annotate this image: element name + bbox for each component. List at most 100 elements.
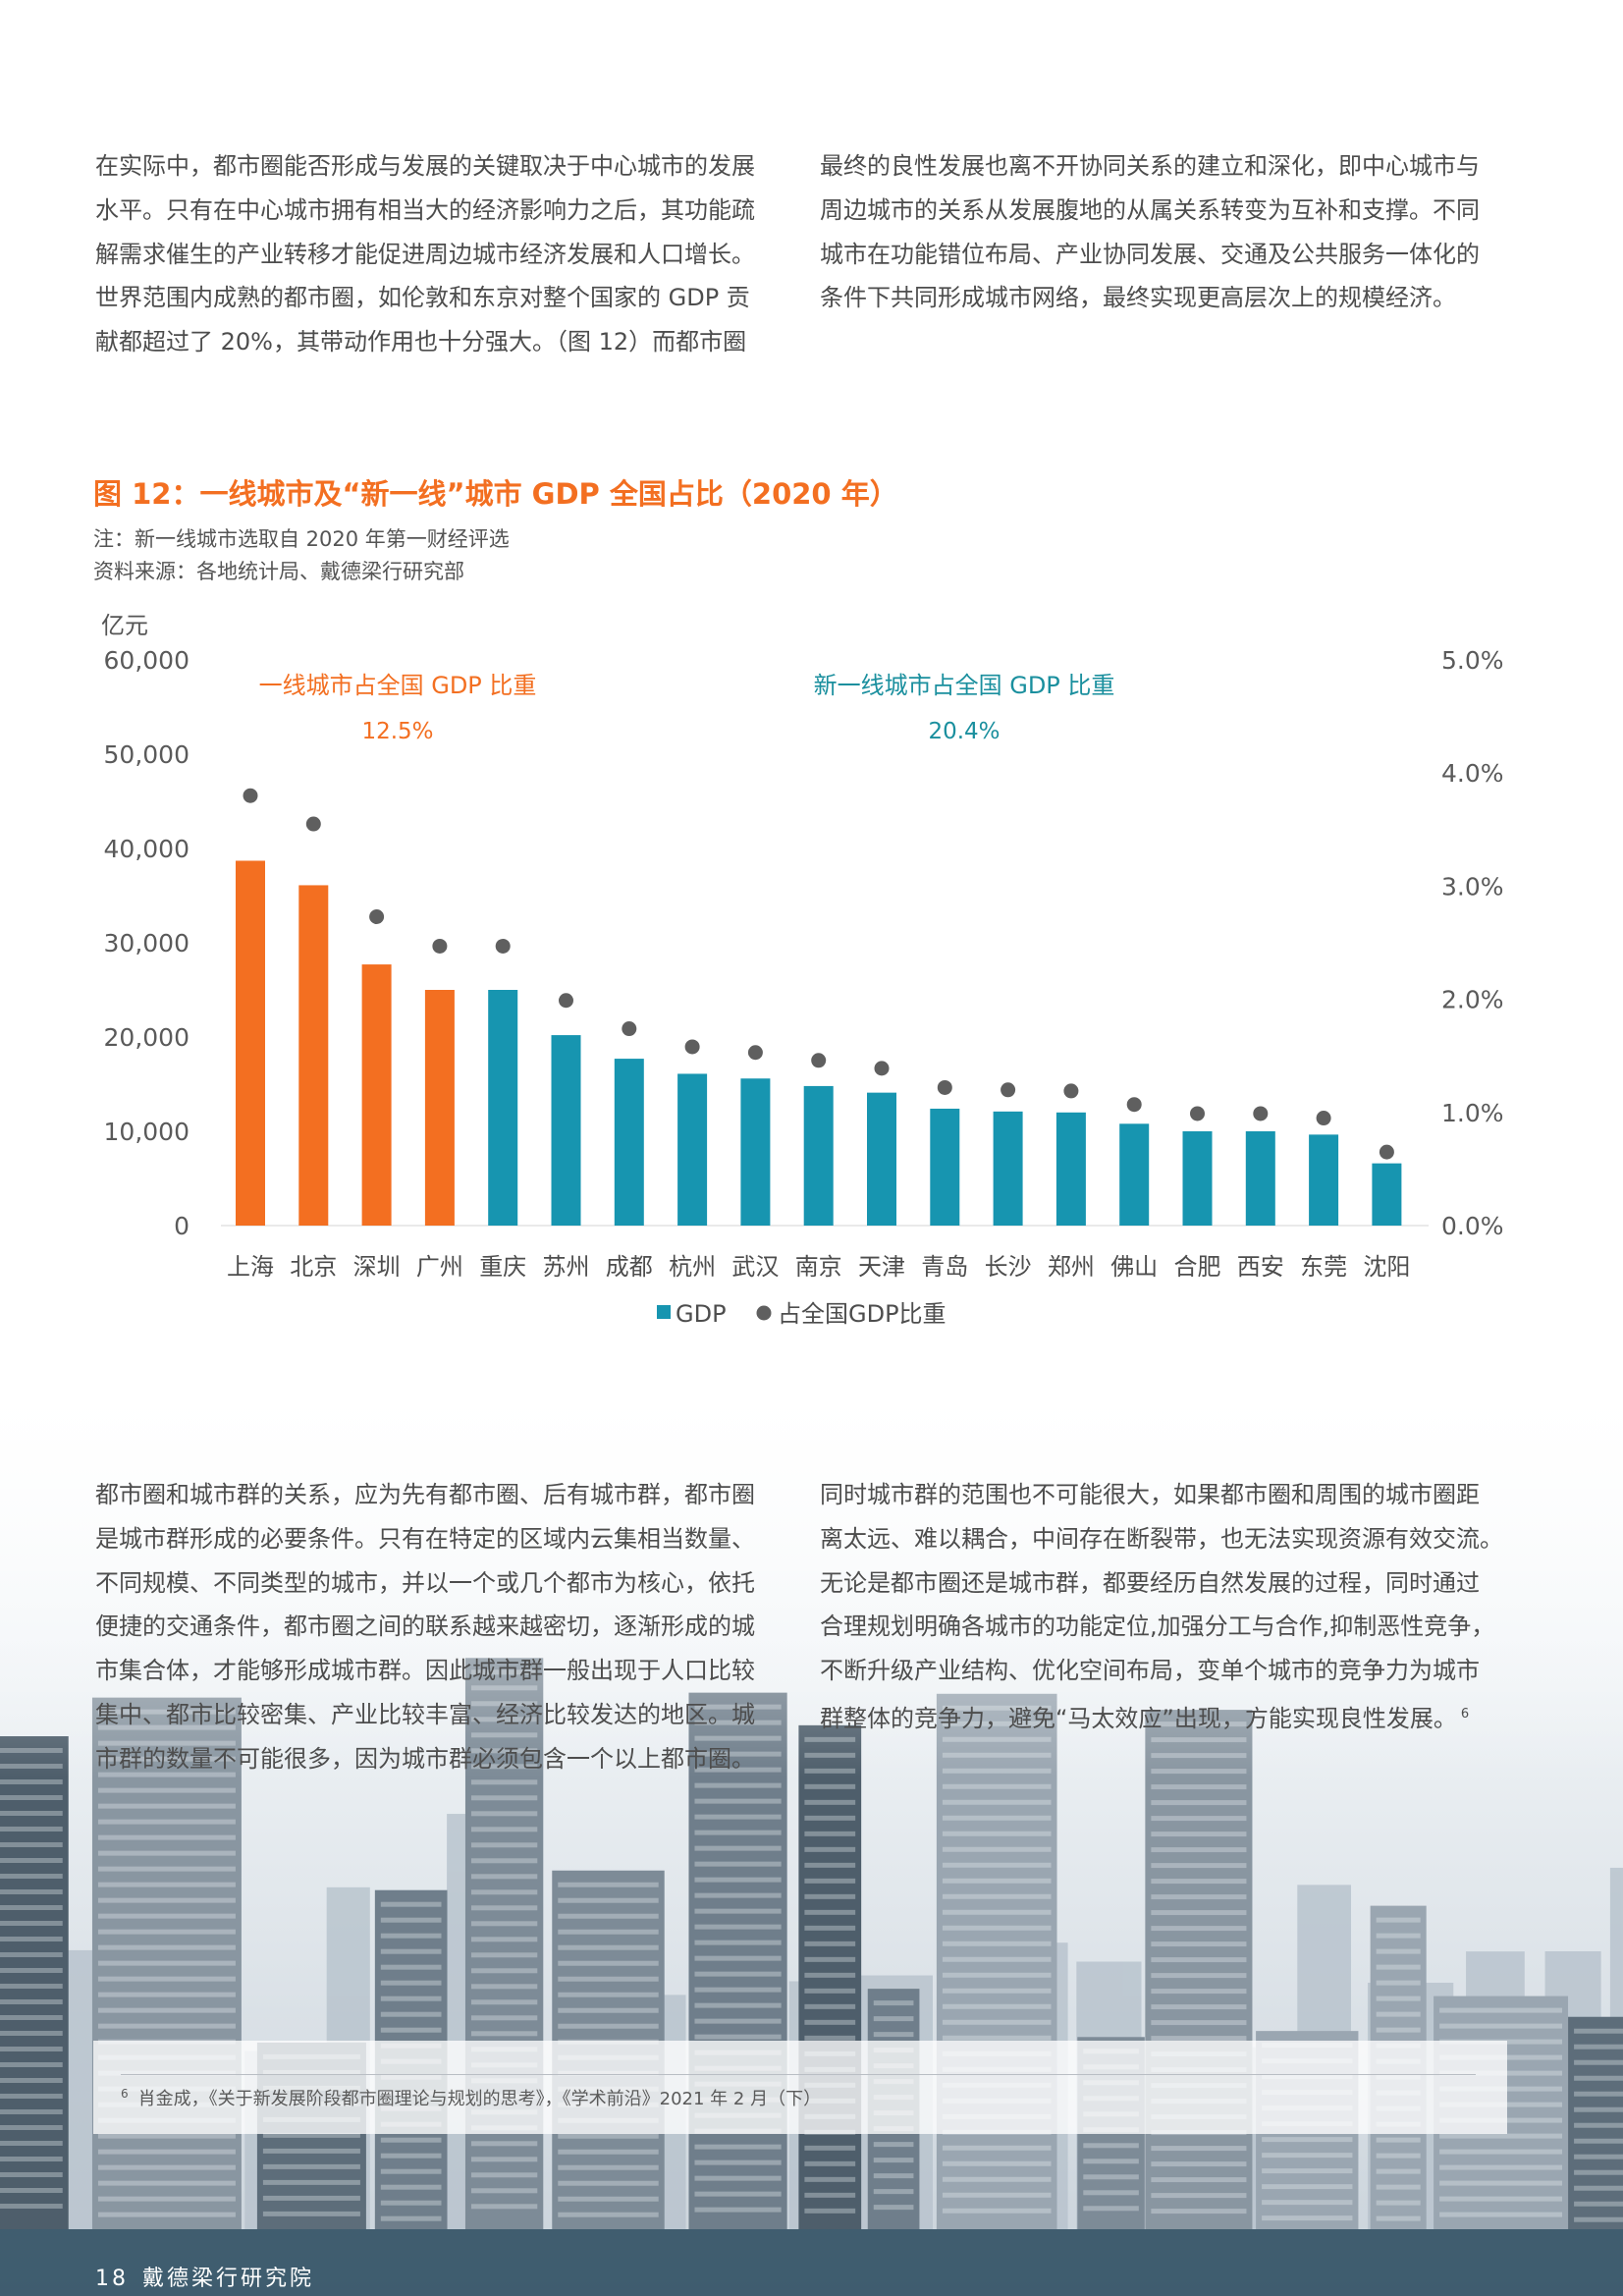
paragraph-line: 市群的数量不可能很多，因为城市群必须包含一个以上都市圈。 <box>95 1744 755 1773</box>
y-axis-tick-label: 60,000 <box>104 646 189 675</box>
paragraph-line: 离太远、难以耦合，中间存在断裂带，也无法实现资源有效交流。 <box>820 1524 1503 1553</box>
annotation-label: 一线城市占全国 GDP 比重 <box>259 672 537 699</box>
paragraph-line: 无论是都市圈还是城市群，都要经历自然发展的过程，同时通过 <box>820 1568 1480 1597</box>
footnote-text: 肖金成，《关于新发展阶段都市圈理论与规划的思考》，《学术前沿》2021 年 2 … <box>137 2089 822 2109</box>
legend-label-share: 占全国GDP比重 <box>778 1300 947 1328</box>
gdp-bar <box>1245 1131 1275 1226</box>
gdp-bar <box>361 964 392 1226</box>
paragraph-line: 同时城市群的范围也不可能很大，如果都市圈和周围的城市圈距 <box>820 1481 1480 1508</box>
gdp-share-point <box>1316 1111 1331 1126</box>
x-axis-category-label: 长沙 <box>985 1253 1032 1281</box>
gdp-share-point <box>1001 1082 1016 1098</box>
gdp-bar <box>867 1092 896 1226</box>
annotation-value: 12.5% <box>361 719 433 744</box>
gdp-share-point <box>811 1053 827 1068</box>
gdp-share-point <box>1126 1097 1142 1113</box>
x-axis-category-label: 成都 <box>606 1253 653 1281</box>
legend-swatch-share <box>756 1305 772 1321</box>
x-axis-category-label: 沈阳 <box>1363 1253 1410 1281</box>
gdp-share-point <box>1063 1083 1079 1099</box>
x-axis-category-label: 深圳 <box>353 1253 401 1281</box>
legend-label-gdp: GDP <box>676 1300 727 1328</box>
gdp-bar <box>551 1035 581 1226</box>
x-axis-category-label: 武汉 <box>731 1253 779 1281</box>
paragraph-line: 是城市群形成的必要条件。只有在特定的区域内云集相当数量、 <box>95 1524 755 1553</box>
y-axis-tick-label: 20,000 <box>104 1023 189 1052</box>
gdp-bar <box>993 1111 1023 1226</box>
gdp-bar <box>1182 1131 1213 1226</box>
paragraph-line: 市集合体，才能够形成城市群。因此城市群一般出现于人口比较 <box>95 1657 755 1685</box>
gdp-share-point <box>369 909 385 925</box>
body-paragraph-4: 同时城市群的范围也不可能很大，如果都市圈和周围的城市圈距 离太远、难以耦合，中间存… <box>820 1473 1509 1741</box>
x-axis-category-label: 重庆 <box>479 1253 526 1281</box>
y2-axis-tick-label: 2.0% <box>1441 986 1504 1014</box>
x-axis-category-label: 合肥 <box>1174 1253 1221 1281</box>
paragraph-line: 周边城市的关系从发展腹地的从属关系转变为互补和支撑。不同 <box>820 195 1480 224</box>
gdp-bar <box>424 990 455 1226</box>
x-axis-category-label: 杭州 <box>669 1253 716 1281</box>
paragraph-line: 便捷的交通条件，都市圈之间的联系越来越密切，逐渐形成的城 <box>95 1613 755 1641</box>
legend-swatch-gdp <box>657 1305 671 1319</box>
gdp-bar <box>740 1078 771 1226</box>
page-footer: 18 戴德梁行研究院 <box>95 2261 314 2292</box>
x-axis-category-label: 天津 <box>858 1253 905 1281</box>
paragraph-line: 都市圈和城市群的关系，应为先有都市圈、后有城市群，都市圈 <box>95 1481 755 1508</box>
x-axis-category-label: 南京 <box>795 1253 842 1281</box>
gdp-bar <box>1055 1112 1086 1226</box>
y-axis-tick-label: 30,000 <box>104 929 189 957</box>
y2-axis-tick-label: 1.0% <box>1441 1099 1504 1127</box>
gdp-share-point <box>559 993 573 1009</box>
paragraph-line: 群整体的竞争力，避免“马太效应”出现，方能实现良性发展。 <box>820 1704 1457 1732</box>
annotation-value: 20.4% <box>928 719 1000 744</box>
x-axis-category-label: 东莞 <box>1300 1253 1347 1281</box>
gdp-bar <box>803 1085 834 1226</box>
city-skyline-photo <box>0 1365 1623 2296</box>
footer-org: 戴德梁行研究院 <box>142 2267 315 2291</box>
gdp-share-point <box>1253 1106 1269 1121</box>
y-axis-tick-label: 10,000 <box>104 1118 189 1146</box>
paragraph-line: 解需求催生的产业转移才能促进周边城市经济发展和人口增长。 <box>95 240 755 268</box>
gdp-bar <box>1119 1123 1150 1226</box>
gdp-bar <box>614 1059 644 1226</box>
figure-title: 图 12：一线城市及“新一线”城市 GDP 全国占比（2020 年） <box>93 477 898 511</box>
page-number: 18 <box>95 2267 129 2291</box>
x-axis-category-label: 上海 <box>227 1253 274 1281</box>
paragraph-line: 世界范围内成熟的都市圈，如伦敦和东京对整个国家的 GDP 贡 <box>95 284 750 312</box>
gdp-share-point <box>1190 1106 1205 1121</box>
annotation-label: 新一线城市占全国 GDP 比重 <box>814 672 1115 699</box>
x-axis-category-label: 北京 <box>290 1253 337 1281</box>
gdp-share-point <box>243 788 258 803</box>
gdp-share-point <box>622 1021 637 1037</box>
x-axis-category-label: 郑州 <box>1048 1253 1095 1281</box>
gdp-share-point <box>684 1039 700 1055</box>
y2-axis-tick-label: 0.0% <box>1441 1212 1504 1240</box>
y2-axis-tick-label: 5.0% <box>1441 646 1504 675</box>
body-paragraph-2: 最终的良性发展也离不开协同关系的建立和深化，即中心城市与 周边城市的关系从发展腹地… <box>820 144 1509 320</box>
body-paragraph-1: 在实际中，都市圈能否形成与发展的关键取决于中心城市的发展 水平。只有在中心城市拥有… <box>95 144 783 364</box>
gdp-share-point <box>495 938 511 954</box>
gdp-bar <box>298 885 329 1226</box>
paragraph-line: 在实际中，都市圈能否形成与发展的关键取决于中心城市的发展 <box>95 152 755 180</box>
figure-note: 注：新一线城市选取自 2020 年第一财经评选 <box>93 527 510 551</box>
paragraph-line: 最终的良性发展也离不开协同关系的建立和深化，即中心城市与 <box>820 152 1480 180</box>
paragraph-line: 不断升级产业结构、优化空间布局，变单个城市的竞争力为城市 <box>820 1657 1480 1685</box>
x-axis-category-label: 广州 <box>416 1253 463 1281</box>
footnote: 6 肖金成，《关于新发展阶段都市圈理论与规划的思考》，《学术前沿》2021 年 2… <box>121 2085 821 2110</box>
paragraph-line: 献都超过了 20%，其带动作用也十分强大。（图 12）而都市圈 <box>95 328 747 356</box>
paragraph-line: 集中、都市比较密集、产业比较丰富、经济比较发达的地区。城 <box>95 1700 755 1728</box>
y2-axis-tick-label: 4.0% <box>1441 759 1504 788</box>
gdp-bar <box>1309 1134 1339 1226</box>
paragraph-line: 不同规模、不同类型的城市，并以一个或几个都市为核心，依托 <box>95 1568 755 1597</box>
x-axis-category-label: 西安 <box>1237 1253 1284 1281</box>
x-axis-category-label: 佛山 <box>1110 1253 1158 1281</box>
gdp-bar-chart: 亿元 60,000 50,000 40,000 30,000 20,000 10,000 0 5… <box>101 612 1504 1328</box>
footnote-reference: 6 <box>1460 1706 1470 1722</box>
gdp-bar <box>930 1108 960 1226</box>
gdp-share-point <box>747 1045 763 1061</box>
paragraph-line: 合理规划明确各城市的功能定位,加强分工与合作,抑制恶性竞争， <box>820 1613 1495 1641</box>
footnote-divider <box>121 2074 1476 2075</box>
gdp-bar <box>677 1073 708 1226</box>
gdp-share-point <box>937 1079 952 1095</box>
body-paragraph-3: 都市圈和城市群的关系，应为先有都市圈、后有城市群，都市圈 是城市群形成的必要条件。… <box>95 1473 783 1781</box>
footnote-panel <box>93 2041 1507 2134</box>
